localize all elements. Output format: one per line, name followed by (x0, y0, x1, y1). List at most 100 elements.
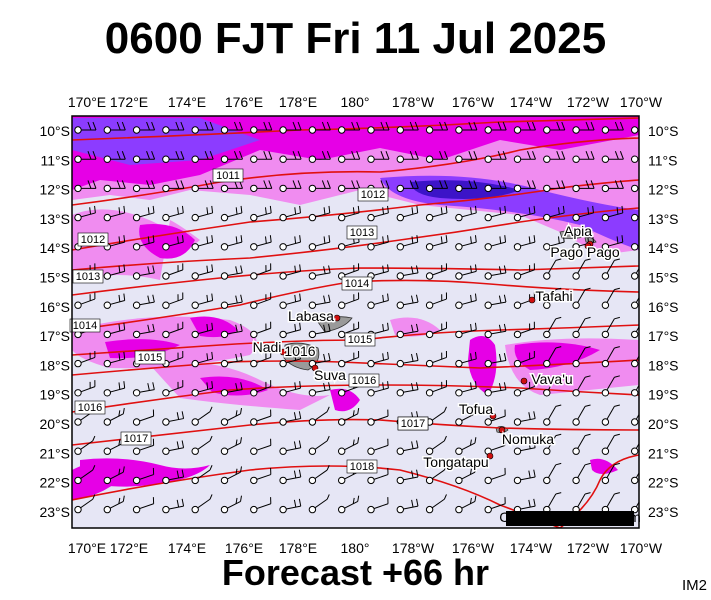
wind-barb (455, 264, 477, 280)
isobar-line (339, 359, 639, 369)
wind-barb (250, 235, 272, 251)
wind-barb (162, 263, 184, 280)
wind-barb (455, 322, 477, 339)
wind-barb (425, 350, 448, 368)
wind-barb (572, 180, 595, 193)
wind-barb (279, 235, 301, 251)
wind-barb (367, 409, 389, 426)
lon-label-bottom: 172°E (110, 540, 148, 556)
wind-barb (132, 294, 155, 309)
wind-barb (513, 205, 536, 222)
wind-barb (543, 287, 562, 309)
isobar-value: 1017 (124, 433, 148, 445)
wind-barb (455, 437, 477, 455)
lat-label-right: 23°S (648, 504, 679, 520)
wind-barb (279, 151, 302, 163)
lat-label-right: 22°S (648, 475, 679, 491)
wind-barb (455, 407, 477, 426)
forecast-label: Forecast +66 hr (221, 552, 490, 593)
lat-label-right: 10°S (648, 123, 679, 139)
wind-barb (220, 437, 242, 455)
wind-barb (191, 205, 214, 222)
wind-barb (601, 258, 620, 280)
wind-barb (132, 467, 155, 485)
wind-barb (279, 498, 302, 514)
wind-barb (601, 205, 624, 222)
lon-label-top: 170°E (68, 94, 106, 110)
isobar-label: 1014 (341, 276, 373, 291)
wind-barb (308, 121, 331, 134)
wind-barb (425, 121, 449, 134)
lon-label-bottom: 174°E (168, 540, 206, 556)
wind-barb (543, 316, 562, 339)
lon-label-top: 172°W (567, 94, 610, 110)
wind-barb (543, 258, 562, 280)
place-label: Nomuka (502, 431, 554, 447)
wind-barb (572, 151, 595, 163)
place-marker (333, 314, 341, 322)
isobar-line (72, 265, 639, 296)
wind-barb (367, 264, 389, 280)
wind-barb (162, 205, 184, 222)
wind-barb (601, 404, 620, 426)
wind-barb (455, 121, 478, 134)
wind-barb (74, 121, 97, 134)
wind-barb (250, 409, 272, 426)
wind-barb (396, 151, 419, 163)
precip-area (410, 180, 520, 199)
isobar-value: 1014 (345, 278, 369, 290)
isobar-label: 1018 (346, 459, 378, 474)
wind-barb (367, 497, 389, 514)
wind-barb (455, 180, 478, 193)
place-marker (489, 412, 497, 420)
lat-label-left: 21°S (39, 445, 70, 461)
wind-barb (425, 180, 449, 193)
place-label: Suva (314, 367, 346, 383)
wind-barb (103, 121, 126, 134)
wind-barb (132, 497, 155, 514)
isobar-label: 1012 (357, 187, 389, 202)
wind-barb (338, 292, 360, 309)
wind-barb (279, 205, 301, 222)
wind-barb (396, 440, 419, 455)
wind-barb (308, 435, 330, 455)
wind-barb (484, 323, 507, 339)
wind-barb (513, 350, 535, 368)
wind-barb (103, 264, 126, 280)
wind-barb (631, 355, 639, 368)
wind-barb (543, 462, 562, 485)
wind-barb (338, 407, 360, 426)
lon-label-top: 174°E (168, 94, 206, 110)
isobar-line (72, 418, 639, 446)
wind-barb (601, 462, 620, 485)
wind-barb (279, 322, 301, 339)
wind-barb (191, 465, 213, 485)
isobar-line (72, 179, 639, 251)
isobar-label: 1016 (74, 400, 106, 415)
isobar-value: 1016 (78, 402, 102, 414)
wind-barb (425, 321, 448, 339)
wind-barb (513, 235, 536, 251)
wind-barb (631, 243, 639, 251)
wind-barb (484, 497, 506, 514)
wind-barb (308, 382, 331, 397)
precip-area (330, 388, 360, 412)
precipitation-layer (72, 116, 639, 500)
wind-barb (484, 235, 507, 251)
wind-barb (132, 438, 155, 455)
wind-barb (601, 316, 620, 339)
place-marker (584, 242, 592, 250)
map-title: 0600 FJT Fri 11 Jul 2025 (104, 14, 607, 63)
wind-barb (513, 380, 535, 397)
lat-label-right: 14°S (648, 240, 679, 256)
wind-barb (220, 407, 242, 426)
wind-barb (513, 321, 535, 339)
lon-label-bottom: 178°W (392, 540, 435, 556)
map-frame (71, 115, 640, 529)
isobar-label: 1016 (348, 373, 380, 388)
wind-barb (572, 205, 594, 222)
wind-barb (572, 346, 591, 368)
isobar-label: 1013 (346, 225, 378, 240)
wind-barb (220, 235, 243, 251)
place-marker (311, 364, 319, 372)
